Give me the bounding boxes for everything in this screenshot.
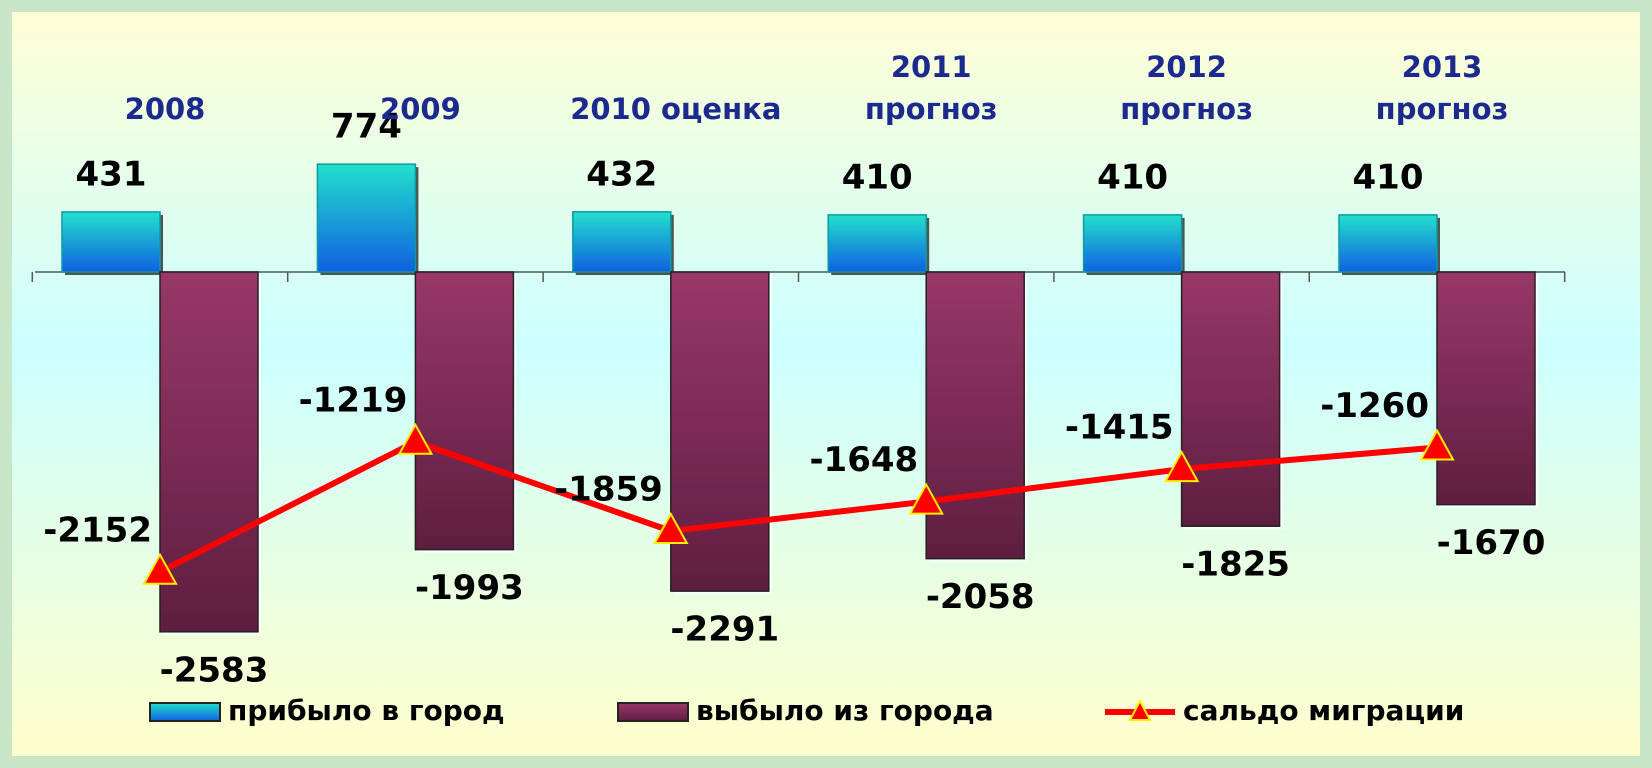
line-marker [653, 511, 689, 544]
bar [572, 211, 672, 273]
data-label: 774 [331, 107, 402, 147]
line-marker [908, 482, 944, 515]
legend-label: прибыло в город [228, 694, 505, 727]
category-label: 2009 [380, 92, 461, 126]
bar [414, 271, 515, 551]
data-label: -1219 [299, 380, 408, 420]
data-label: -1825 [1181, 545, 1290, 585]
legend-label: выбыло из города [696, 694, 994, 727]
legend-marker [1128, 698, 1152, 721]
category-label: 2008 [124, 92, 206, 126]
data-label: -1993 [415, 568, 524, 608]
data-label: -1670 [1437, 523, 1546, 563]
data-label: -2152 [43, 510, 152, 550]
legend-swatch [149, 702, 221, 722]
data-label: -2058 [926, 577, 1035, 617]
category-label: 2013 прогноз [1375, 50, 1509, 126]
line-marker [1163, 450, 1200, 483]
data-label: -1260 [1320, 386, 1429, 426]
category-label: 2012 прогноз [1120, 50, 1253, 126]
data-label: -1648 [809, 440, 918, 480]
bar [670, 271, 770, 592]
bar [1436, 271, 1536, 506]
bar [1082, 214, 1183, 273]
data-label: 410 [1097, 157, 1168, 197]
data-label: 410 [1353, 157, 1424, 197]
data-label: 432 [586, 154, 657, 194]
data-label: -2291 [670, 610, 779, 650]
line-series [158, 438, 1438, 575]
data-label: 431 [76, 154, 147, 194]
data-label: -1859 [554, 469, 663, 509]
bar [925, 271, 1025, 560]
legend-swatch [617, 702, 689, 722]
bar [159, 271, 259, 633]
bar [827, 214, 927, 273]
line-marker [397, 422, 434, 455]
data-label: -1415 [1065, 408, 1174, 448]
bar [61, 211, 161, 273]
data-label: 410 [842, 157, 913, 197]
category-label: 2010 оценка [570, 92, 782, 126]
line-marker [1419, 428, 1455, 461]
bar [1180, 271, 1281, 527]
bar [316, 163, 417, 273]
category-label: 2011 прогноз [864, 50, 998, 126]
plot-background [12, 12, 1640, 756]
legend-label: сальдо миграции [1183, 694, 1464, 727]
line-marker [142, 552, 178, 585]
bar [1338, 214, 1438, 273]
data-label: -2583 [160, 650, 269, 690]
